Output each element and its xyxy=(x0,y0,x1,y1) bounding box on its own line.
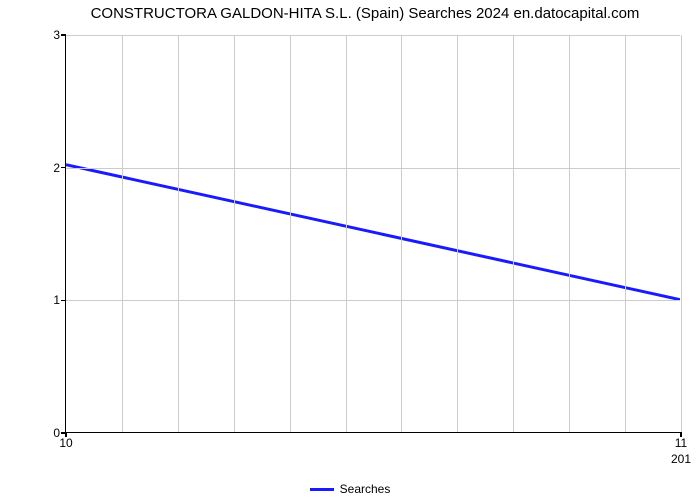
grid-line-vertical xyxy=(178,35,179,432)
grid-line-vertical xyxy=(234,35,235,432)
chart-title: CONSTRUCTORA GALDON-HITA S.L. (Spain) Se… xyxy=(45,5,685,22)
data-line xyxy=(66,35,680,432)
legend-marker xyxy=(310,488,334,491)
chart-container: CONSTRUCTORA GALDON-HITA S.L. (Spain) Se… xyxy=(45,5,685,460)
legend: Searches xyxy=(0,482,700,496)
grid-line-horizontal xyxy=(66,35,680,36)
plot-area: 1011201 xyxy=(65,35,680,433)
x-tick-label: 11 xyxy=(675,436,687,450)
x-tick-label: 10 xyxy=(59,436,72,450)
grid-line-vertical xyxy=(290,35,291,432)
x-sub-label: 201 xyxy=(671,452,691,466)
y-tick-label: 0 xyxy=(53,426,60,440)
legend-label: Searches xyxy=(340,482,391,496)
grid-line-vertical xyxy=(681,35,682,432)
y-tick-label: 2 xyxy=(53,161,60,175)
y-tick xyxy=(61,167,66,169)
grid-line-vertical xyxy=(122,35,123,432)
grid-line-vertical xyxy=(346,35,347,432)
y-tick xyxy=(61,300,66,302)
y-tick-label: 3 xyxy=(53,28,60,42)
y-tick xyxy=(61,34,66,36)
grid-line-vertical xyxy=(513,35,514,432)
grid-line-vertical xyxy=(625,35,626,432)
grid-line-vertical xyxy=(401,35,402,432)
y-tick-label: 1 xyxy=(53,293,60,307)
grid-line-vertical xyxy=(569,35,570,432)
grid-line-vertical xyxy=(457,35,458,432)
grid-line-horizontal xyxy=(66,168,680,169)
grid-line-horizontal xyxy=(66,300,680,301)
